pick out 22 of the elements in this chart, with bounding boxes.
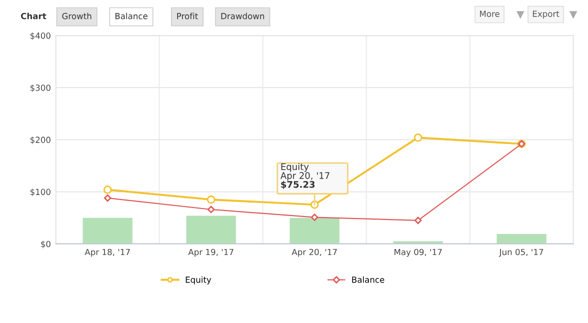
text: More (480, 10, 500, 17)
text: Export (532, 10, 560, 19)
y-tick-label: $300 (30, 84, 50, 92)
x-tick-label: Jun 05, '17 (498, 248, 544, 257)
x-tick-label: May 09, '17 (394, 248, 442, 257)
y-tick-label: $200 (30, 136, 50, 144)
text: Chart (20, 12, 46, 20)
x-tick-label: Apr 19, '17 (188, 248, 234, 257)
text: Growth (62, 12, 92, 20)
annotation: Equity (281, 163, 309, 172)
text: Profit (177, 12, 198, 20)
x-tick-label: Apr 18, '17 (84, 248, 130, 257)
y-tick-label: $0 (41, 240, 50, 248)
legend-label: Equity (186, 276, 212, 284)
annotation: Apr 20, '17 (280, 172, 330, 181)
legend-label: Balance (352, 276, 384, 283)
y-tick-label: $400 (30, 32, 50, 40)
text: Drawdown (221, 12, 264, 20)
y-tick-label: $100 (30, 188, 50, 196)
x-tick-label: Apr 20, '17 (292, 248, 337, 257)
annotation: $75.23 (281, 180, 315, 190)
text: Balance (115, 12, 148, 20)
